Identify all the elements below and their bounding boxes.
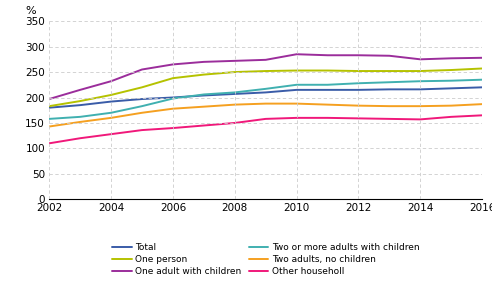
Other householl [417, 117, 423, 121]
Other householl [294, 116, 300, 120]
Total [386, 88, 392, 91]
Other householl [386, 117, 392, 121]
Other householl [448, 115, 454, 119]
One adult with children [386, 54, 392, 58]
Two adults, no children [479, 102, 485, 106]
Total [108, 100, 114, 103]
Two adults, no children [232, 103, 238, 106]
One adult with children [294, 53, 300, 56]
Line: One person: One person [49, 69, 482, 106]
Two adults, no children [356, 104, 362, 108]
Two or more adults with children [263, 87, 269, 91]
Two adults, no children [294, 102, 300, 105]
One adult with children [201, 60, 207, 64]
Legend: Total, One person, One adult with children, Two or more adults with children, Tw: Total, One person, One adult with childr… [112, 243, 420, 276]
Total [417, 88, 423, 91]
Two adults, no children [448, 104, 454, 108]
Total [356, 88, 362, 92]
Total [479, 85, 485, 89]
Total [232, 92, 238, 96]
Two or more adults with children [232, 91, 238, 94]
Total [448, 87, 454, 90]
Two or more adults with children [448, 79, 454, 82]
Other householl [479, 114, 485, 117]
One person [201, 73, 207, 76]
Two adults, no children [170, 107, 176, 111]
Two or more adults with children [325, 83, 331, 87]
Total [201, 94, 207, 97]
Two or more adults with children [170, 97, 176, 100]
Total [263, 91, 269, 94]
Other householl [263, 117, 269, 121]
Two adults, no children [46, 125, 52, 128]
One adult with children [232, 59, 238, 63]
Two or more adults with children [77, 115, 83, 119]
Total [46, 106, 52, 110]
Two adults, no children [201, 105, 207, 108]
One adult with children [263, 58, 269, 62]
Two adults, no children [263, 102, 269, 105]
Two or more adults with children [479, 78, 485, 82]
One person [294, 69, 300, 72]
One person [108, 93, 114, 97]
One adult with children [417, 57, 423, 61]
Other householl [356, 117, 362, 120]
One adult with children [170, 63, 176, 66]
Two adults, no children [386, 104, 392, 108]
Two adults, no children [139, 111, 145, 114]
Other householl [201, 124, 207, 127]
Total [294, 88, 300, 92]
Other householl [77, 137, 83, 140]
Line: One adult with children: One adult with children [49, 54, 482, 99]
One person [356, 69, 362, 73]
One adult with children [448, 56, 454, 60]
Other householl [46, 142, 52, 145]
Two or more adults with children [417, 79, 423, 83]
Other householl [170, 126, 176, 130]
Total [325, 88, 331, 92]
Two or more adults with children [386, 80, 392, 84]
One person [170, 76, 176, 80]
Line: Two or more adults with children: Two or more adults with children [49, 80, 482, 119]
Two adults, no children [108, 116, 114, 120]
One adult with children [77, 88, 83, 92]
One adult with children [139, 68, 145, 71]
One person [77, 99, 83, 103]
Two or more adults with children [356, 82, 362, 85]
Other householl [139, 128, 145, 132]
Two or more adults with children [294, 83, 300, 87]
Two or more adults with children [201, 93, 207, 96]
One person [417, 69, 423, 73]
One person [46, 104, 52, 108]
Two adults, no children [417, 104, 423, 108]
One adult with children [356, 53, 362, 57]
Line: Other householl: Other householl [49, 115, 482, 143]
Line: Two adults, no children: Two adults, no children [49, 104, 482, 127]
One adult with children [325, 53, 331, 57]
One adult with children [108, 79, 114, 83]
Other householl [232, 121, 238, 125]
Two or more adults with children [46, 117, 52, 121]
Line: Total: Total [49, 87, 482, 108]
Total [139, 97, 145, 101]
Two or more adults with children [139, 104, 145, 108]
One person [325, 69, 331, 72]
Other householl [325, 116, 331, 120]
Text: %: % [26, 6, 36, 16]
Total [170, 96, 176, 99]
Two adults, no children [77, 120, 83, 124]
One person [386, 69, 392, 73]
Other householl [108, 132, 114, 136]
One person [139, 85, 145, 89]
One person [448, 68, 454, 72]
Two adults, no children [325, 103, 331, 106]
Total [77, 103, 83, 107]
One person [263, 69, 269, 73]
One person [232, 70, 238, 74]
Two or more adults with children [108, 111, 114, 114]
One person [479, 67, 485, 70]
One adult with children [479, 56, 485, 59]
One adult with children [46, 97, 52, 101]
